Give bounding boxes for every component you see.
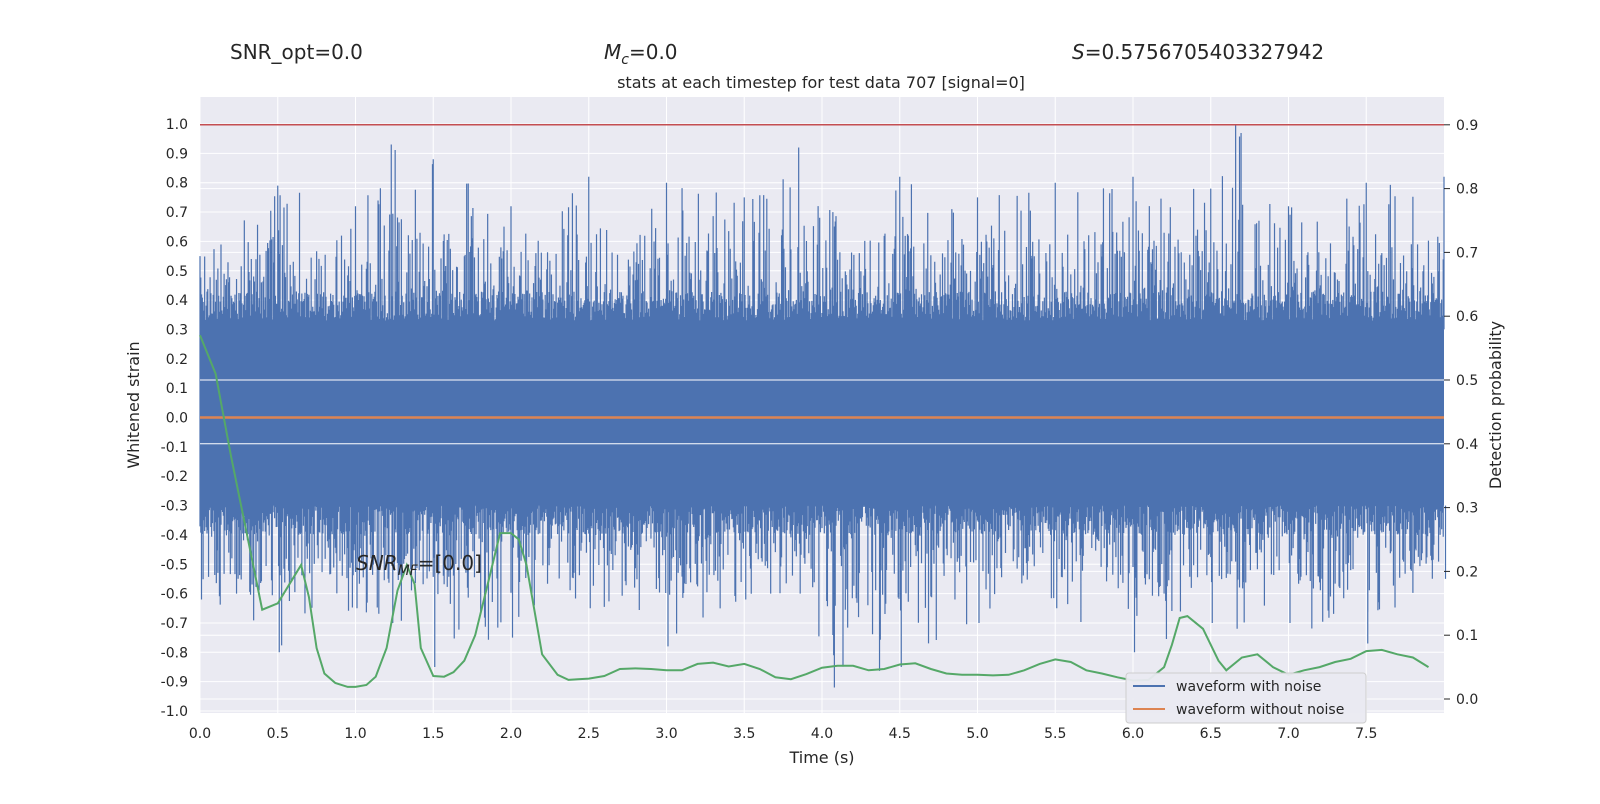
y2-axis-label: Detection probability <box>1486 321 1505 489</box>
x-tick-label: 6.0 <box>1122 726 1144 742</box>
x-tick-label: 5.5 <box>1044 726 1066 742</box>
y2-tick-label: 0.3 <box>1456 501 1478 517</box>
x-tick-label: 1.5 <box>422 726 444 742</box>
s-label: S=0.5756705403327942 <box>1072 40 1324 64</box>
legend-box <box>1125 672 1367 724</box>
legend: waveform with noise waveform without noi… <box>1125 672 1367 724</box>
y-tick-label: -0.6 <box>161 587 188 603</box>
y-tick-label: -0.5 <box>161 557 188 573</box>
legend-label-clean: waveform without noise <box>1176 702 1344 718</box>
y-tick-label: 0.0 <box>166 411 188 427</box>
detection-probability-line <box>199 334 1430 688</box>
y-tick-label: -0.2 <box>161 469 188 485</box>
y-tick-label: -0.4 <box>161 528 188 544</box>
y2-tick-label: 0.4 <box>1456 437 1478 453</box>
y2-tick-label: 0.2 <box>1456 564 1478 580</box>
x-tick-label: 6.5 <box>1200 726 1222 742</box>
x-tick-labels: 0.0 0.5 1.0 1.5 2.0 2.5 3.0 3.5 4.0 4.5 5.0 5.5 6.0 6… <box>189 726 1378 742</box>
y-tick-label: 0.2 <box>166 352 188 368</box>
x-tick-label: 0.5 <box>267 726 289 742</box>
y-tick-label: 0.4 <box>166 293 188 309</box>
snr-opt-label: SNR_opt=0.0 <box>230 40 363 64</box>
y-tick-label: 0.6 <box>166 234 188 250</box>
x-tick-label: 3.5 <box>733 726 755 742</box>
y2-tick-label: 0.7 <box>1456 245 1478 261</box>
y2-tick-label: 0.9 <box>1456 118 1478 134</box>
x-tick-label: 7.5 <box>1355 726 1377 742</box>
y-tick-label: 0.8 <box>166 176 188 192</box>
y2-tick-label: 0.5 <box>1456 373 1478 389</box>
x-tick-label: 7.0 <box>1277 726 1299 742</box>
x-tick-label: 3.0 <box>655 726 677 742</box>
x-tick-label: 5.0 <box>966 726 988 742</box>
y-tick-label: -0.1 <box>161 440 188 456</box>
x-tick-label: 0.0 <box>189 726 211 742</box>
series-lines <box>199 124 1444 688</box>
x-tick-label: 1.0 <box>344 726 366 742</box>
y-tick-label: -0.8 <box>161 645 188 661</box>
x-tick-label: 2.5 <box>578 726 600 742</box>
y-tick-label: 0.1 <box>166 381 188 397</box>
legend-label-noise: waveform with noise <box>1176 679 1321 695</box>
chart-title: stats at each timestep for test data 707… <box>617 73 1025 92</box>
x-tick-label: 4.5 <box>889 726 911 742</box>
y-tick-label: 0.9 <box>166 146 188 162</box>
y-tick-label: -0.9 <box>161 675 188 691</box>
snr-mf-annotation: SNRMF=[0.0] <box>356 551 482 579</box>
y2-tick-label: 0.6 <box>1456 309 1478 325</box>
y2-tick-labels: 0.9 0.8 0.7 0.6 0.5 0.4 0.3 0.2 0.1 0.0 <box>1444 118 1478 708</box>
y-tick-label: -0.3 <box>161 499 188 515</box>
y-tick-label: -1.0 <box>161 704 188 720</box>
mc-label: Mc=0.0 <box>604 40 678 68</box>
y-tick-label: 1.0 <box>166 117 188 133</box>
x-tick-label: 4.0 <box>811 726 833 742</box>
y-tick-label: 0.5 <box>166 264 188 280</box>
y2-tick-label: 0.1 <box>1456 628 1478 644</box>
y-tick-label: 0.7 <box>166 205 188 221</box>
header-labels: SNR_opt=0.0 Mc=0.0 S=0.5756705403327942 <box>230 40 1324 68</box>
y-axis-label: Whitened strain <box>124 341 143 468</box>
y-tick-label: -0.7 <box>161 616 188 632</box>
y-tick-labels: 1.0 0.9 0.8 0.7 0.6 0.5 0.4 0.3 0.2 0.1 0.0 -0.1 -0.… <box>161 117 188 720</box>
y2-tick-label: 0.8 <box>1456 182 1478 198</box>
x-tick-label: 2.0 <box>500 726 522 742</box>
y2-tick-label: 0.0 <box>1456 692 1478 708</box>
y-tick-label: 0.3 <box>166 322 188 338</box>
x-axis-label: Time (s) <box>788 748 854 767</box>
